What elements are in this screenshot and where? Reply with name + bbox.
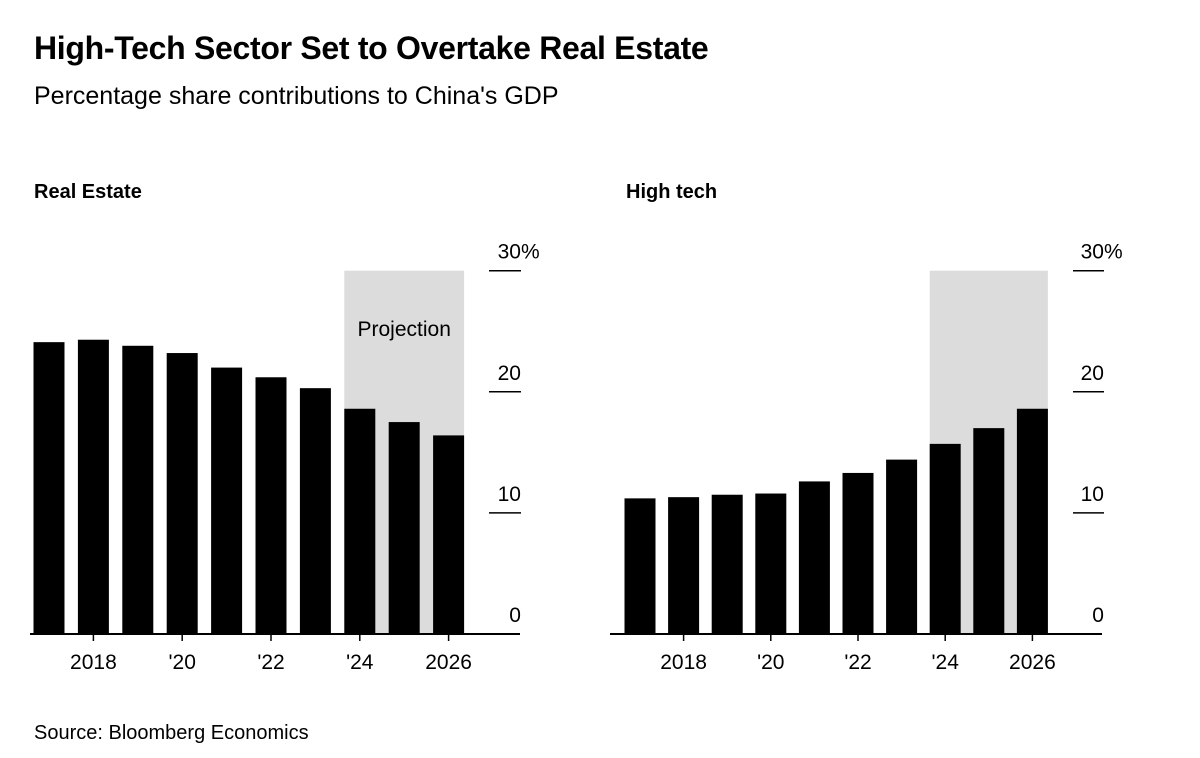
x-tick-label: '20	[757, 651, 784, 674]
bar-2019	[122, 345, 154, 634]
x-tick-label: 2026	[1009, 651, 1056, 674]
x-tick-label: '22	[844, 651, 871, 674]
y-tick-label: 30%	[1081, 241, 1123, 264]
bar-2024	[929, 443, 961, 634]
y-tick-label: 0	[509, 604, 521, 627]
projection-label: Projection	[358, 318, 451, 341]
bar-2023	[299, 388, 331, 634]
x-tick-label: 2018	[70, 651, 117, 674]
x-tick-label: '24	[346, 651, 374, 674]
bar-2022	[842, 472, 874, 634]
chart-title: High-Tech Sector Set to Overtake Real Es…	[34, 30, 709, 66]
x-tick-label: 2026	[425, 651, 472, 674]
panel-title: Real Estate	[34, 181, 142, 203]
y-tick-label: 10	[1081, 483, 1104, 506]
bar-2025	[973, 428, 1005, 634]
source-note: Source: Bloomberg Economics	[34, 722, 309, 744]
bar-2022	[255, 377, 287, 634]
bar-2021	[211, 367, 243, 634]
x-tick-label: '24	[932, 651, 960, 674]
bar-2018	[77, 339, 109, 634]
bar-2023	[886, 459, 918, 634]
panel-title: High tech	[626, 181, 717, 203]
x-tick-label: '20	[169, 651, 196, 674]
chart-subtitle: Percentage share contributions to China'…	[34, 82, 559, 110]
y-tick-label: 10	[498, 483, 521, 506]
bar-2024	[344, 408, 376, 634]
bar-2019	[711, 494, 743, 634]
bar-2021	[798, 481, 830, 634]
bar-2026	[1016, 408, 1048, 634]
y-tick-label: 0	[1092, 604, 1104, 627]
bar-2018	[668, 497, 700, 634]
y-tick-label: 20	[498, 362, 521, 385]
bar-2026	[433, 435, 465, 634]
x-tick-label: '22	[257, 651, 284, 674]
bar-2017	[33, 342, 65, 634]
bar-2017	[624, 498, 656, 634]
x-tick-label: 2018	[660, 651, 707, 674]
y-tick-label: 20	[1081, 362, 1104, 385]
bar-2020	[755, 493, 787, 634]
bar-2020	[166, 353, 198, 634]
bar-2025	[388, 422, 420, 634]
y-tick-label: 30%	[498, 241, 540, 264]
